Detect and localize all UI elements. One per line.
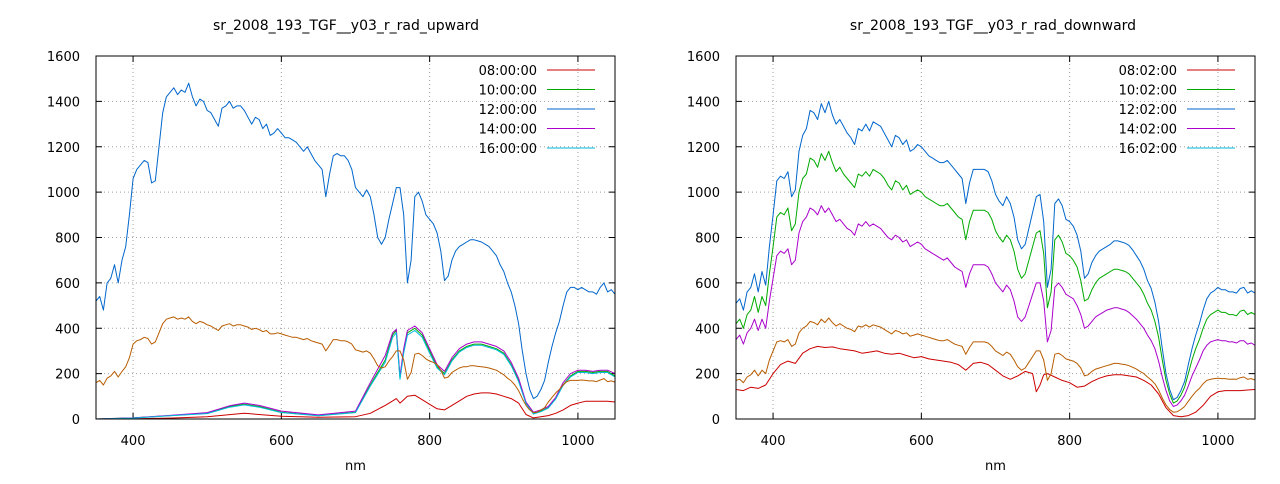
legend-label: 14:02:00 <box>1119 123 1177 138</box>
series-line-0 <box>736 345 1255 418</box>
legend-label: 08:00:00 <box>479 64 537 79</box>
x-tick-label: 600 <box>269 434 294 449</box>
legend-label: 12:00:00 <box>479 103 537 118</box>
y-tick-label: 800 <box>695 232 720 247</box>
x-tick-label: 1000 <box>561 434 594 449</box>
y-tick-label: 1200 <box>47 141 80 156</box>
x-axis-label: nm <box>345 459 366 474</box>
x-tick-label: 400 <box>121 434 146 449</box>
y-tick-label: 400 <box>55 322 80 337</box>
series-line-3 <box>736 205 1255 407</box>
y-tick-label: 1000 <box>687 186 720 201</box>
legend-label: 08:02:00 <box>1119 64 1177 79</box>
y-tick-label: 1400 <box>47 95 80 110</box>
plot-frame <box>95 55 616 420</box>
x-tick-label: 800 <box>417 434 442 449</box>
legend-label: 14:00:00 <box>479 123 537 138</box>
x-tick-label: 600 <box>909 434 934 449</box>
y-tick-label: 1600 <box>687 50 720 65</box>
x-axis-label: nm <box>985 459 1006 474</box>
series-group <box>96 82 615 419</box>
series-group <box>736 100 1255 418</box>
series-line-4 <box>96 330 615 419</box>
series-line-1 <box>96 327 615 419</box>
series-line-5 <box>96 316 615 414</box>
legend-label: 16:00:00 <box>479 142 537 157</box>
series-line-3 <box>96 325 615 419</box>
y-tick-label: 200 <box>55 368 80 383</box>
y-tick-label: 1000 <box>47 186 80 201</box>
legend-label: 12:02:00 <box>1119 103 1177 118</box>
legend-label: 10:00:00 <box>479 84 537 99</box>
y-tick-label: 800 <box>55 232 80 247</box>
x-tick-label: 1000 <box>1201 434 1234 449</box>
series-line-2 <box>736 100 1255 401</box>
series-line-0 <box>96 392 615 419</box>
y-tick-label: 600 <box>55 277 80 292</box>
series-line-5 <box>736 317 1255 413</box>
y-tick-label: 1400 <box>687 95 720 110</box>
chart-title: sr_2008_193_TGF__y03_r_rad_downward <box>850 18 1136 34</box>
y-tick-label: 600 <box>695 277 720 292</box>
y-tick-label: 1600 <box>47 50 80 65</box>
series-line-1 <box>736 150 1255 404</box>
x-tick-label: 800 <box>1057 434 1082 449</box>
y-tick-label: 0 <box>712 413 720 428</box>
y-tick-label: 400 <box>695 322 720 337</box>
x-tick-label: 400 <box>761 434 786 449</box>
legend-label: 16:02:00 <box>1119 142 1177 157</box>
chart-title: sr_2008_193_TGF__y03_r_rad_upward <box>213 18 479 34</box>
chart-panel-1: sr_2008_193_TGF__y03_r_rad_downward 0 200 4… <box>687 18 1256 474</box>
y-tick-label: 200 <box>695 368 720 383</box>
legend-label: 10:02:00 <box>1119 84 1177 99</box>
y-tick-label: 1200 <box>687 141 720 156</box>
plot-frame <box>735 55 1256 420</box>
series-line-2 <box>96 82 615 400</box>
y-tick-label: 0 <box>72 413 80 428</box>
chart-panel-0: sr_2008_193_TGF__y03_r_rad_upward 0 200 400… <box>47 18 616 474</box>
